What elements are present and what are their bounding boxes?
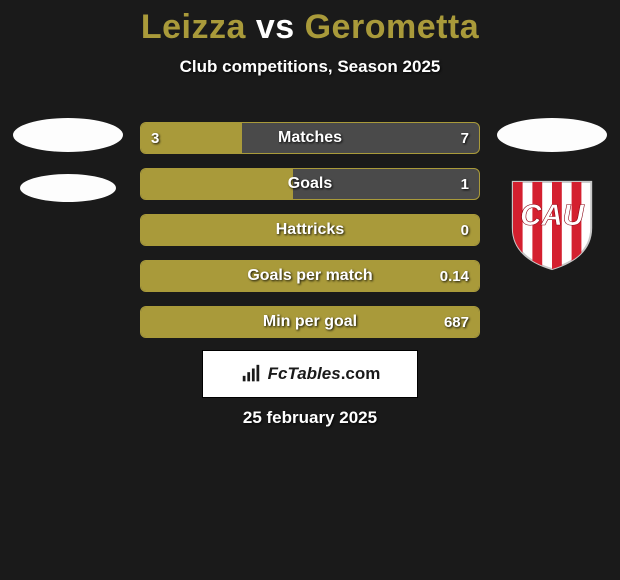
stat-value-right: 687 [444, 307, 469, 337]
stat-label: Goals per match [141, 261, 479, 291]
right-avatar-column: CAU [492, 118, 612, 272]
page-title: Leizza vs Gerometta [0, 0, 620, 47]
player2-avatar-placeholder [497, 118, 607, 152]
fctables-badge: FcTables.com [202, 350, 418, 398]
club-initials: CAU [520, 199, 584, 232]
comparison-infographic: Leizza vs Gerometta Club competitions, S… [0, 0, 620, 580]
player1-name: Leizza [141, 8, 246, 46]
stat-row: Matches3 7 [140, 122, 480, 154]
player2-name: Gerometta [305, 8, 480, 46]
stat-row: Min per goal687 [140, 306, 480, 338]
stat-value-right: 7 [461, 123, 469, 153]
player1-avatar-placeholder [13, 118, 123, 152]
stat-row: Goals1 [140, 168, 480, 200]
left-avatar-column [8, 118, 128, 202]
date-text: 25 february 2025 [0, 408, 620, 428]
shield-icon: CAU [503, 174, 601, 272]
stat-label: Min per goal [141, 307, 479, 337]
bar-chart-icon [240, 363, 262, 385]
vs-text: vs [256, 8, 295, 46]
stat-row: Hattricks0 [140, 214, 480, 246]
stat-value-right: 1 [461, 169, 469, 199]
stat-label: Hattricks [141, 215, 479, 245]
stat-value-left: 3 [151, 123, 159, 153]
stat-row: Goals per match0.14 [140, 260, 480, 292]
stat-value-right: 0.14 [440, 261, 469, 291]
player2-club-logo: CAU [503, 174, 601, 272]
stats-bars: Matches3 7 Goals1 Hattricks0 Goals per match… [140, 122, 480, 338]
player1-club-placeholder [20, 174, 116, 202]
stat-label: Matches [141, 123, 479, 153]
stat-value-right: 0 [461, 215, 469, 245]
stat-label: Goals [141, 169, 479, 199]
subtitle: Club competitions, Season 2025 [0, 57, 620, 77]
site-name: FcTables.com [268, 364, 381, 384]
